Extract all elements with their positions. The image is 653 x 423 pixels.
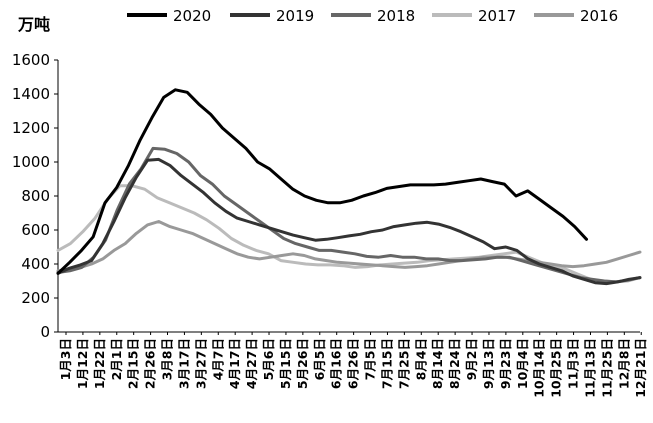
legend: 2020 2019 2018 2017 2016 [127,7,618,25]
y-tick-label: 0 [40,323,50,341]
y-tick-label: 400 [21,255,50,273]
legend-label-2018: 2018 [377,7,415,25]
y-axis: 0 200 400 600 800 1000 1200 1400 1600 [12,51,59,341]
x-tick-label: 3月17日 [176,338,191,389]
x-tick-label: 1月12日 [75,338,90,389]
x-tick-label: 7月25日 [396,338,411,389]
y-tick-label: 600 [21,221,50,239]
x-tick-label: 10月4日 [515,338,530,389]
x-tick-label: 2月1日 [109,338,124,380]
x-tick-label: 3月27日 [193,338,208,389]
y-tick-label: 800 [21,187,50,205]
series-line-2020 [56,88,588,275]
x-tick-label: 9月2日 [464,338,479,380]
x-tick-label: 8月24日 [447,338,462,389]
y-tick-label: 1600 [12,51,50,69]
x-axis: 1月3日 1月12日 1月22日 2月1日 2月15日 2月26日 3月8日 3月17日 3月2… [58,331,648,398]
x-tick-label: 6月16日 [329,338,344,389]
legend-label-2017: 2017 [478,7,516,25]
x-tick-label: 6月26日 [346,338,361,389]
x-tick-label: 4月17日 [227,338,242,389]
x-tick-label: 11月13日 [582,338,597,398]
series-line-2016 [56,220,642,273]
x-tick-label: 7月5日 [363,338,378,380]
x-tick-label: 2月26日 [143,338,158,389]
x-tick-label: 4月7日 [210,338,225,380]
x-tick-label: 8月4日 [413,338,428,380]
x-tick-label: 12月21日 [633,338,648,398]
x-tick-label: 5月15日 [278,338,293,389]
y-axis-unit-label: 万吨 [17,15,50,34]
y-tick-label: 1400 [12,85,50,103]
legend-label-2019: 2019 [276,7,314,25]
x-tick-label: 1月22日 [92,338,107,389]
x-tick-label: 10月14日 [532,338,547,398]
x-tick-label: 10月25日 [549,338,564,398]
legend-label-2020: 2020 [173,7,211,25]
series-line-2019 [56,157,642,286]
legend-label-2016: 2016 [580,7,618,25]
series-line-2018 [56,146,642,284]
x-tick-label: 12月8日 [616,338,631,389]
x-tick-label: 1月3日 [58,338,73,380]
x-tick-label: 11月3日 [566,338,581,389]
series-layer [56,88,642,286]
x-tick-label: 5月6日 [261,338,276,380]
x-tick-label: 6月5日 [312,338,327,380]
x-tick-label: 3月8日 [160,338,175,380]
y-tick-label: 1200 [12,119,50,137]
x-tick-label: 4月27日 [244,338,259,389]
x-tick-label: 7月15日 [379,338,394,389]
y-tick-label: 1000 [12,153,50,171]
x-tick-label: 9月23日 [498,338,513,389]
x-tick-label: 8月14日 [430,338,445,389]
x-tick-label: 5月26日 [295,338,310,389]
x-tick-label: 9月13日 [481,338,496,389]
y-tick-label: 200 [21,289,50,307]
x-tick-label: 2月15日 [126,338,141,389]
x-tick-label: 11月25日 [599,338,614,398]
